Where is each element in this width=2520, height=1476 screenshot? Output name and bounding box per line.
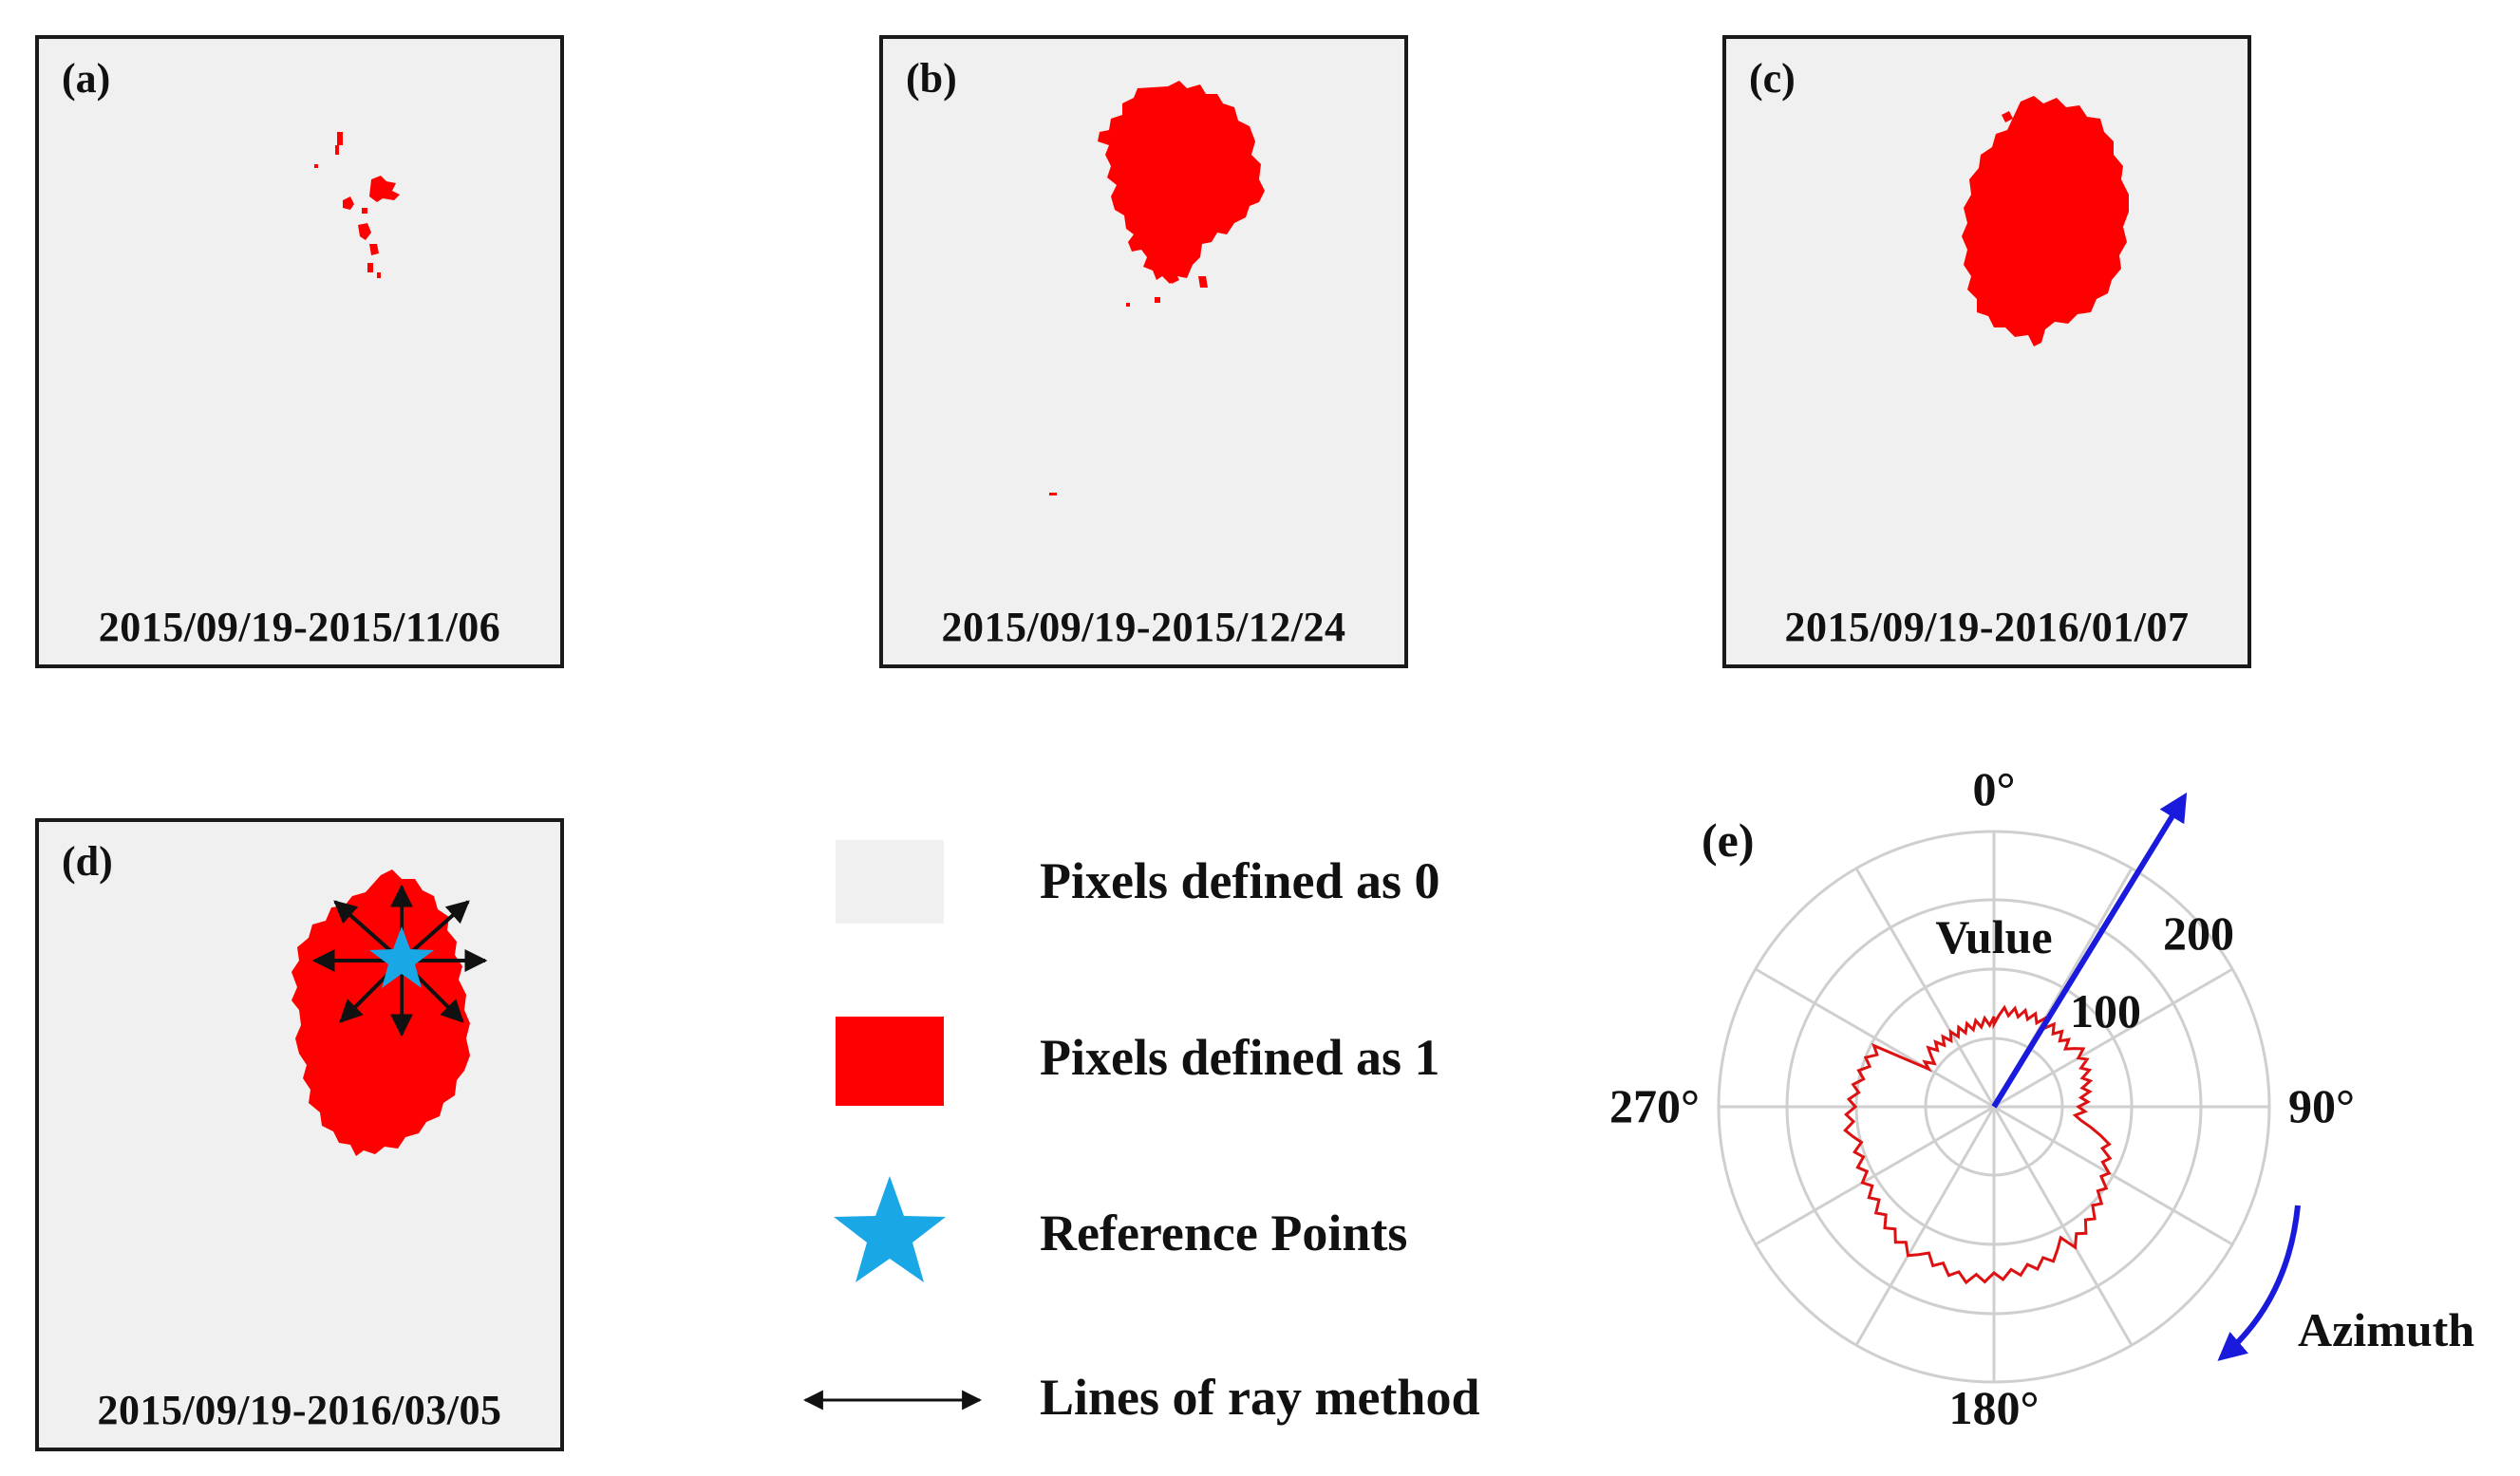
red-pixels-c	[1962, 96, 2129, 346]
grid-spoke	[1854, 868, 1996, 1108]
legend-zero-label: Pixels defined as 0	[1040, 852, 1440, 909]
panel-label: (b)	[906, 55, 957, 102]
double-arrow-icon	[802, 1390, 983, 1411]
legend-ref-label: Reference Points	[1040, 1205, 1408, 1261]
legend-ray-label: Lines of ray method	[1040, 1369, 1480, 1426]
grid-spoke	[1755, 1105, 1995, 1246]
date-range: 2015/09/19-2015/12/24	[941, 604, 1346, 650]
azimuth-arrow	[2217, 1205, 2301, 1361]
polar-grid	[1717, 830, 2271, 1384]
red-pixels-a	[314, 132, 400, 278]
angle-90: 90°	[2288, 1079, 2355, 1132]
reference-star	[369, 926, 434, 988]
panel-label: (c)	[1749, 55, 1796, 102]
polar-plot: (e) 0° 90° 180° 270° Vulue 100 200 Azimu…	[1609, 762, 2474, 1434]
panel-label: (d)	[62, 838, 113, 885]
azimuth-label: Azimuth	[2298, 1303, 2474, 1356]
polar-label: (e)	[1702, 813, 1755, 867]
grid-spoke	[1992, 1106, 2134, 1346]
angle-270: 270°	[1609, 1079, 1700, 1132]
grid-spoke	[1755, 967, 1995, 1109]
tick-200: 200	[2163, 906, 2234, 960]
direction-arrow	[1991, 792, 2188, 1109]
grid-spoke	[1993, 1105, 2233, 1246]
panel-a: (a) 2015/09/19-2015/11/06	[35, 35, 564, 668]
azimuth-curve	[1843, 1004, 2113, 1285]
panel-c: (c) 2015/09/19-2016/01/07	[1722, 35, 2251, 668]
panel-b: (b) 2015/09/19-2015/12/24	[879, 35, 1408, 668]
swatch-zero	[836, 840, 944, 924]
tick-100: 100	[2070, 984, 2141, 1037]
legend-one-label: Pixels defined as 1	[1040, 1029, 1440, 1086]
red-pixels-b	[1049, 81, 1265, 495]
date-range: 2015/09/19-2015/11/06	[98, 604, 501, 650]
date-range: 2015/09/19-2016/03/05	[97, 1387, 502, 1433]
swatch-one	[836, 1017, 944, 1106]
angle-0: 0°	[1973, 762, 2016, 815]
grid-spoke	[1854, 1106, 1996, 1346]
angle-180: 180°	[1949, 1381, 2040, 1434]
star-icon	[834, 1176, 946, 1282]
date-range: 2015/09/19-2016/01/07	[1784, 604, 2190, 650]
grid-spoke	[1993, 967, 2233, 1109]
panel-d: (d) 2015/09/19-2016/03/05	[35, 818, 564, 1451]
panel-label: (a)	[62, 55, 111, 102]
red-pixels-d	[291, 869, 488, 1156]
radial-title: Vulue	[1935, 910, 2052, 963]
